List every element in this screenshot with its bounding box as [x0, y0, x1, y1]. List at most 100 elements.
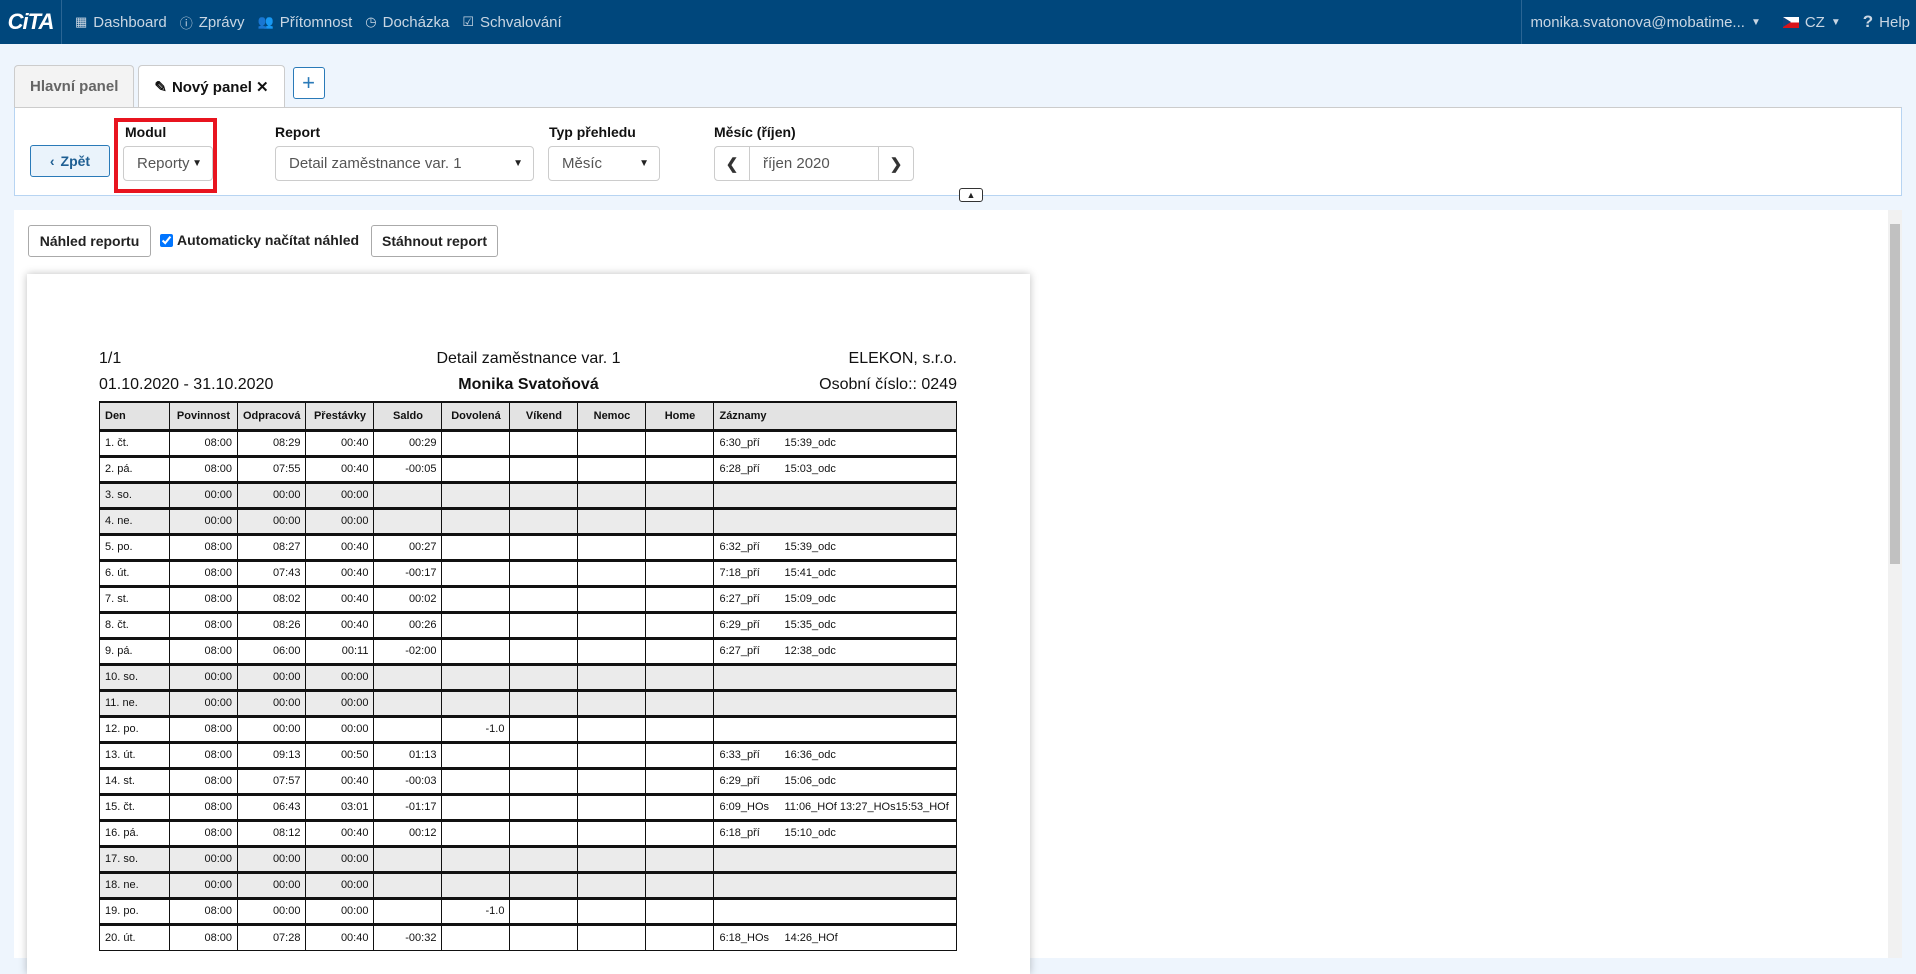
info-icon: ⓘ: [179, 15, 193, 31]
table-cell: 00:40: [305, 766, 375, 795]
add-tab-button[interactable]: +: [292, 67, 325, 99]
vertical-scrollbar[interactable]: [1888, 210, 1902, 958]
record-entry: 11:06_HOf: [784, 801, 837, 813]
nav-schvalovani[interactable]: ☑ Schvalování: [462, 14, 561, 31]
table-row: 5. po. 08:00 08:27 00:40 00:27 6:32_pří 15:39_…: [99, 532, 958, 561]
nav-pritomnost[interactable]: 👥 Přítomnost: [258, 14, 353, 31]
chevron-right-icon: ❯: [889, 155, 903, 173]
auto-preview-checkbox[interactable]: Automaticky načítat náhled: [160, 232, 359, 248]
record-entry: 15:10_odc: [784, 827, 836, 839]
table-cell: [509, 870, 579, 899]
table-cell: [373, 480, 443, 509]
table-cell: [577, 480, 647, 509]
collapse-panel-button[interactable]: ▲: [959, 188, 983, 202]
typ-select[interactable]: Měsíc ▼: [548, 146, 660, 181]
language-menu[interactable]: CZ ▼: [1782, 14, 1841, 31]
table-row: 4. ne. 00:00 00:00 00:00: [99, 506, 958, 535]
table-cell: 6. út.: [99, 558, 170, 587]
table-row: 20. út. 08:00 07:28 00:40 -00:32 6:18_HOs 14:2…: [99, 922, 958, 951]
scrollbar-thumb[interactable]: [1890, 224, 1900, 564]
next-month-button[interactable]: ❯: [878, 146, 914, 181]
nav-label: Přítomnost: [279, 13, 353, 31]
back-label: Zpět: [60, 153, 91, 169]
prev-month-button[interactable]: ❮: [714, 146, 750, 181]
table-cell: [645, 896, 715, 925]
grid-icon: ▦: [75, 14, 88, 29]
table-cell: [577, 506, 647, 535]
auto-preview-check[interactable]: [160, 233, 173, 247]
table-row: 11. ne. 00:00 00:00 00:00: [99, 688, 958, 717]
table-cell: [373, 896, 443, 925]
records-cell: 6:27_pří 15:09_odc: [713, 584, 958, 613]
table-cell: -00:05: [373, 454, 443, 483]
table-cell: [509, 766, 579, 795]
table-cell: 5. po.: [99, 532, 170, 561]
table-row: 15. čt. 08:00 06:43 03:01 -01:17 6:09_HOs 11:0…: [99, 792, 958, 821]
table-row: 2. pá. 08:00 07:55 00:40 -00:05 6:28_pří 15:03…: [99, 454, 958, 483]
table-cell: 00:40: [305, 532, 375, 561]
user-name: monika.svatonova@mobatime...: [1530, 13, 1745, 31]
caret-down-icon: ▼: [513, 158, 523, 169]
table-cell: 00:12: [373, 818, 443, 847]
records-cell: [713, 688, 958, 717]
table-cell: 12. po.: [99, 714, 170, 743]
auto-preview-label: Automaticky načítat náhled: [177, 232, 360, 248]
month-input[interactable]: říjen 2020: [749, 146, 879, 181]
modul-select[interactable]: Reporty ▼: [123, 146, 213, 181]
record-entry: 15:53_HOf: [895, 801, 949, 813]
table-cell: [441, 766, 511, 795]
logo[interactable]: CiTA: [0, 0, 62, 44]
table-cell: [441, 558, 511, 587]
table-cell: [645, 662, 715, 691]
table-cell: [373, 506, 443, 535]
table-cell: 00:00: [305, 844, 375, 873]
table-cell: [577, 844, 647, 873]
preview-report-button[interactable]: Náhled reportu: [28, 225, 151, 257]
table-cell: [577, 584, 647, 613]
table-cell: [645, 636, 715, 665]
column-header: Záznamy: [713, 401, 958, 431]
nav-dashboard[interactable]: ▦ Dashboard: [75, 14, 167, 31]
nav-dochazka[interactable]: ◷ Docházka: [365, 14, 449, 31]
table-row: 7. st. 08:00 08:02 00:40 00:02 6:27_pří 15:09_…: [99, 584, 958, 613]
modul-label: Modul: [125, 124, 167, 140]
table-cell: [577, 766, 647, 795]
table-cell: [509, 662, 579, 691]
table-cell: 00:50: [305, 740, 375, 769]
tab-novy-panel[interactable]: ✎ Nový panel ✕: [138, 65, 285, 108]
table-cell: 00:00: [305, 870, 375, 899]
table-cell: 08:00: [169, 558, 238, 587]
report-area: Náhled reportu Automaticky načítat náhle…: [14, 210, 1902, 974]
tab-label: Nový panel: [171, 78, 252, 96]
table-cell: 00:02: [373, 584, 443, 613]
table-cell: 06:43: [236, 792, 307, 821]
table-row: 14. st. 08:00 07:57 00:40 -00:03 6:29_pří 15:0…: [99, 766, 958, 795]
report-select[interactable]: Detail zaměstnance var. 1 ▼: [275, 146, 534, 181]
table-cell: 08:29: [236, 428, 307, 457]
table-cell: 00:00: [169, 870, 238, 899]
record-entry: 7:18_pří: [719, 567, 760, 579]
table-cell: [509, 428, 579, 457]
tab-hlavni-panel[interactable]: Hlavní panel: [14, 65, 135, 107]
close-tab-icon[interactable]: ✕: [255, 79, 269, 96]
table-cell: 08:00: [169, 714, 238, 743]
help-link[interactable]: ? Help: [1863, 12, 1910, 32]
download-report-button[interactable]: Stáhnout report: [371, 225, 498, 257]
user-menu[interactable]: monika.svatonova@mobatime... ▼: [1530, 14, 1760, 31]
table-cell: [645, 610, 715, 639]
table-cell: 08:02: [236, 584, 307, 613]
back-button[interactable]: ‹ Zpět: [30, 145, 110, 177]
table-cell: 14. st.: [99, 766, 170, 795]
table-cell: [577, 454, 647, 483]
column-header: Nemoc: [577, 401, 647, 431]
table-cell: [441, 688, 511, 717]
table-cell: [441, 454, 511, 483]
column-header: Povinnost: [169, 401, 238, 431]
table-cell: 18. ne.: [99, 870, 170, 899]
table-cell: [441, 584, 511, 613]
table-cell: [441, 506, 511, 535]
employee-name: Monika Svatoňová: [458, 376, 599, 393]
table-cell: 00:00: [305, 506, 375, 535]
table-cell: 00:00: [305, 662, 375, 691]
nav-zpravy[interactable]: ⓘ Zprávy: [180, 13, 245, 32]
